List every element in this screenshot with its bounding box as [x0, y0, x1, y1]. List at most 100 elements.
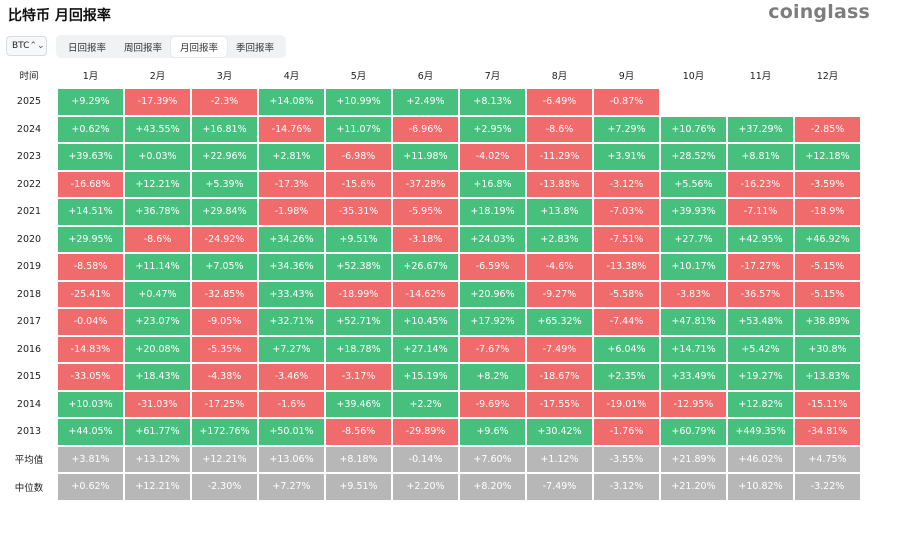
return-cell: -3.12%: [594, 171, 659, 197]
return-cell: -3.46%: [259, 364, 324, 390]
return-cell: +2.49%: [393, 89, 458, 115]
return-cell: -14.62%: [393, 281, 458, 307]
stat-cell: +13.12%: [125, 446, 190, 472]
stat-cell: +8.20%: [460, 474, 525, 500]
stat-cell: +12.21%: [192, 446, 257, 472]
stat-cell: -3.22%: [795, 474, 860, 500]
return-cell: +9.51%: [326, 226, 391, 252]
return-cell: +29.95%: [58, 226, 123, 252]
return-cell: +39.46%: [326, 391, 391, 417]
return-cell: -7.03%: [594, 199, 659, 225]
table-row: 2021 +14.51% +36.78% +29.84% -1.98% -35.31% -5…: [2, 199, 860, 225]
return-cell: -5.15%: [795, 254, 860, 280]
return-cell: +11.07%: [326, 116, 391, 142]
asset-select-value: BTC: [12, 41, 30, 51]
return-cell: -17.3%: [259, 171, 324, 197]
empty-cell: [661, 89, 726, 115]
stat-cell: -3.12%: [594, 474, 659, 500]
return-cell: -14.76%: [259, 116, 324, 142]
return-cell: +10.03%: [58, 391, 123, 417]
return-cell: +33.49%: [661, 364, 726, 390]
stat-cell: -0.14%: [393, 446, 458, 472]
return-cell: +14.71%: [661, 336, 726, 362]
return-cell: +10.45%: [393, 309, 458, 335]
return-cell: +10.17%: [661, 254, 726, 280]
stat-cell: +7.27%: [259, 474, 324, 500]
return-cell: +9.29%: [58, 89, 123, 115]
stat-cell: +4.75%: [795, 446, 860, 472]
return-cell: -18.9%: [795, 199, 860, 225]
stat-row: 平均值 +3.81% +13.12% +12.21% +13.06% +8.18% -0.1…: [2, 446, 860, 472]
return-cell: -5.95%: [393, 199, 458, 225]
return-cell: -36.57%: [728, 281, 793, 307]
return-cell: +18.19%: [460, 199, 525, 225]
year-label: 2020: [16, 233, 42, 245]
return-cell: +27.14%: [393, 336, 458, 362]
column-header-month: 10月: [682, 70, 705, 82]
return-cell: +2.81%: [259, 144, 324, 170]
return-cell: +27.7%: [661, 226, 726, 252]
stat-row: 中位数 +0.62% +12.21% -2.30% +7.27% +9.51% +2.20%…: [2, 474, 860, 500]
return-cell: -4.02%: [460, 144, 525, 170]
return-cell: +8.81%: [728, 144, 793, 170]
table-header-row: 时间 1月 2月 3月 4月 5月 6月 7月 8月 9月 10月 11月 12月: [2, 62, 860, 87]
return-cell: +34.26%: [259, 226, 324, 252]
stat-cell: +21.89%: [661, 446, 726, 472]
return-cell: -0.87%: [594, 89, 659, 115]
column-header-month: 9月: [618, 70, 635, 82]
return-cell: -7.11%: [728, 199, 793, 225]
return-cell: -24.92%: [192, 226, 257, 252]
empty-cell: [728, 89, 793, 115]
return-cell: +61.77%: [125, 419, 190, 445]
year-label: 2018: [16, 288, 42, 300]
tab-daily-return[interactable]: 日回报率: [68, 42, 107, 54]
tab-weekly-return[interactable]: 周回报率: [124, 42, 163, 54]
return-cell: +2.95%: [460, 116, 525, 142]
return-cell: +14.51%: [58, 199, 123, 225]
tab-monthly-return[interactable]: 月回报率: [171, 36, 228, 57]
return-cell: +10.76%: [661, 116, 726, 142]
return-cell: -13.88%: [527, 171, 592, 197]
table-row: 2024 +0.62% +43.55% +16.81% -14.76% +11.07% -6…: [2, 116, 860, 142]
column-header-month: 3月: [216, 70, 233, 82]
stat-cell: +0.62%: [58, 474, 123, 500]
return-cell: +6.04%: [594, 336, 659, 362]
return-cell: +0.47%: [125, 281, 190, 307]
asset-select[interactable]: BTC ⌃⌄: [6, 36, 47, 56]
year-label: 2021: [16, 206, 42, 218]
return-cell: +3.91%: [594, 144, 659, 170]
return-cell: -7.67%: [460, 336, 525, 362]
year-label: 2015: [16, 371, 42, 383]
year-label: 2017: [16, 316, 42, 328]
return-cell: +42.95%: [728, 226, 793, 252]
year-label: 2016: [16, 343, 42, 355]
stat-cell: +21.20%: [661, 474, 726, 500]
table-row: 2020 +29.95% -8.6% -24.92% +34.26% +9.51% -3.1…: [2, 226, 860, 252]
return-cell: +18.78%: [326, 336, 391, 362]
tab-quarterly-return[interactable]: 季回报率: [236, 42, 275, 54]
return-cell: -15.6%: [326, 171, 391, 197]
return-cell: +37.29%: [728, 116, 793, 142]
return-cell: +39.93%: [661, 199, 726, 225]
return-cell: -2.3%: [192, 89, 257, 115]
return-cell: -8.56%: [326, 419, 391, 445]
return-cell: +43.55%: [125, 116, 190, 142]
return-cell: +12.18%: [795, 144, 860, 170]
year-label: 2024: [16, 123, 42, 135]
return-cell: +19.27%: [728, 364, 793, 390]
return-cell: +5.42%: [728, 336, 793, 362]
return-cell: +12.82%: [728, 391, 793, 417]
return-cell: +0.62%: [58, 116, 123, 142]
return-cell: -8.58%: [58, 254, 123, 280]
return-cell: -1.98%: [259, 199, 324, 225]
return-cell: +2.35%: [594, 364, 659, 390]
column-header-month: 11月: [749, 70, 772, 82]
stat-cell: -7.49%: [527, 474, 592, 500]
return-cell: -3.17%: [326, 364, 391, 390]
return-cell: -31.03%: [125, 391, 190, 417]
table-row: 2023 +39.63% +0.03% +22.96% +2.81% -6.98% +11.…: [2, 144, 860, 170]
return-cell: +13.8%: [527, 199, 592, 225]
return-cell: +2.2%: [393, 391, 458, 417]
return-cell: +2.83%: [527, 226, 592, 252]
return-cell: +22.96%: [192, 144, 257, 170]
